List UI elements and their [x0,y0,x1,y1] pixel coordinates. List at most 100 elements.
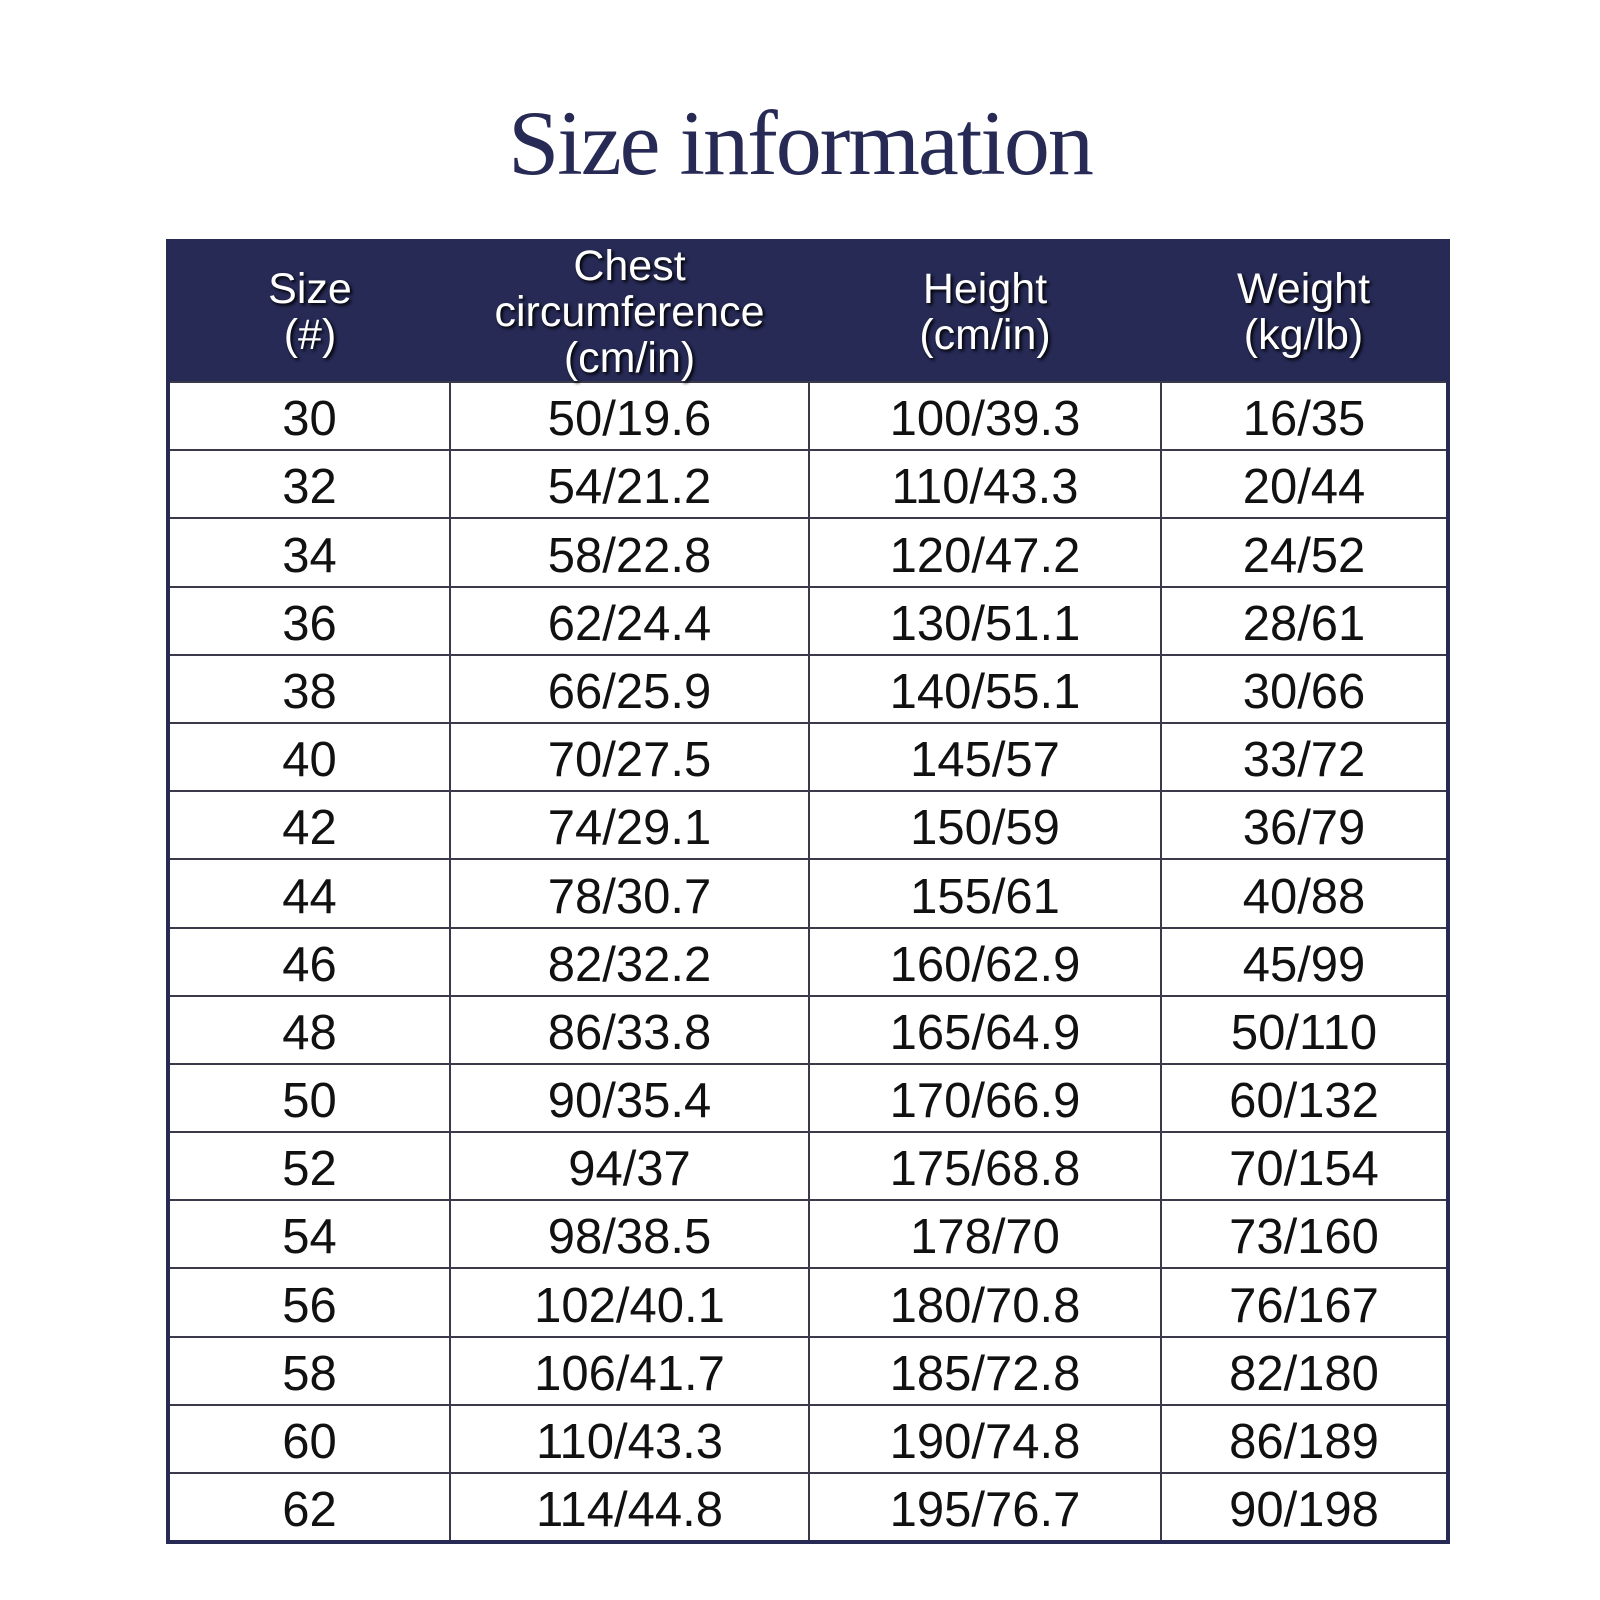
table-cell: 82/32.2 [449,926,810,997]
table-cell: 30/66 [1160,653,1449,724]
table-row: 36 62/24.4 130/51.1 28/61 [167,585,1449,656]
header-line: Size [268,265,352,313]
table-cell: 46 [167,926,451,997]
table-cell: 50 [167,1062,451,1134]
table-row: 62 114/44.8 195/76.7 90/198 [167,1471,1449,1544]
table-cell: 45/99 [1160,926,1449,997]
table-cell: 36 [167,585,451,656]
table-row: 52 94/37 175/68.8 70/154 [167,1131,1449,1202]
table-cell: 62 [167,1471,451,1544]
table-cell: 76/167 [1160,1267,1449,1338]
table-cell: 102/40.1 [449,1267,810,1338]
table-cell: 74/29.1 [449,790,810,861]
table-cell: 185/72.8 [808,1335,1162,1406]
table-row: 60 110/43.3 190/74.8 86/189 [167,1403,1449,1475]
table-cell: 170/66.9 [808,1062,1162,1134]
table-row: 44 78/30.7 155/61 40/88 [167,858,1449,929]
header-line: Weight [1236,265,1371,313]
header-line: Height [922,265,1048,313]
table-cell: 40 [167,721,451,793]
table-row: 34 58/22.8 120/47.2 24/52 [167,517,1449,588]
table-cell: 32 [167,449,451,520]
table-cell: 58/22.8 [449,517,810,588]
table-cell: 50/110 [1160,994,1449,1065]
table-cell: 100/39.3 [808,380,1162,452]
table-cell: 140/55.1 [808,653,1162,724]
table-cell: 66/25.9 [449,653,810,724]
table-cell: 120/47.2 [808,517,1162,588]
table-cell: 38 [167,653,451,724]
table-cell: 155/61 [808,858,1162,929]
table-cell: 110/43.3 [808,449,1162,520]
table-cell: 60 [167,1403,451,1475]
header-cell: Size (#) [168,241,450,382]
table-cell: 195/76.7 [808,1471,1162,1544]
table-cell: 50/19.6 [449,380,810,452]
header-line: (kg/lb) [1243,311,1364,359]
table-row: 42 74/29.1 150/59 36/79 [167,790,1449,861]
table-cell: 70/27.5 [449,721,810,793]
table-cell: 98/38.5 [449,1199,810,1270]
header-cell: Weight (kg/lb) [1161,241,1448,382]
table-cell: 52 [167,1131,451,1202]
header-line: Chest circumference [494,242,765,336]
table-cell: 90/35.4 [449,1062,810,1134]
table-row: 30 50/19.6 100/39.3 16/35 [167,380,1449,452]
table-cell: 78/30.7 [449,858,810,929]
table-cell: 70/154 [1160,1131,1449,1202]
header-line: (cm/in) [919,311,1051,359]
table-cell: 180/70.8 [808,1267,1162,1338]
table-cell: 34 [167,517,451,588]
table-row: 54 98/38.5 178/70 73/160 [167,1199,1449,1270]
table-cell: 130/51.1 [808,585,1162,656]
table-cell: 175/68.8 [808,1131,1162,1202]
table-cell: 114/44.8 [449,1471,810,1544]
table-row: 48 86/33.8 165/64.9 50/110 [167,994,1449,1065]
table-cell: 145/57 [808,721,1162,793]
header-cell: Chest circumference (cm/in) [450,241,809,382]
table-cell: 24/52 [1160,517,1449,588]
table-cell: 190/74.8 [808,1403,1162,1475]
table-cell: 94/37 [449,1131,810,1202]
table-cell: 150/59 [808,790,1162,861]
header-cell: Height (cm/in) [809,241,1161,382]
table-cell: 48 [167,994,451,1065]
table-row: 32 54/21.2 110/43.3 20/44 [167,449,1449,520]
table-cell: 56 [167,1267,451,1338]
table-cell: 28/61 [1160,585,1449,656]
table-cell: 33/72 [1160,721,1449,793]
table-cell: 54 [167,1199,451,1270]
table-cell: 86/33.8 [449,994,810,1065]
table-cell: 110/43.3 [449,1403,810,1475]
table-cell: 16/35 [1160,380,1449,452]
table-row: 46 82/32.2 160/62.9 45/99 [167,926,1449,997]
table-cell: 178/70 [808,1199,1162,1270]
table-cell: 160/62.9 [808,926,1162,997]
size-table: Size (#) Chest circumference (cm/in) Height(… [166,239,1450,1545]
table-row: 56 102/40.1 180/70.8 76/167 [167,1267,1449,1338]
table-row: 50 90/35.4 170/66.9 60/132 [167,1062,1449,1134]
table-cell: 40/88 [1160,858,1449,929]
table-row: 40 70/27.5 145/57 33/72 [167,721,1449,793]
table-row: 58 106/41.7 185/72.8 82/180 [167,1335,1449,1406]
table-cell: 42 [167,790,451,861]
table-row: 38 66/25.9 140/55.1 30/66 [167,653,1449,724]
table-cell: 82/180 [1160,1335,1449,1406]
table-cell: 165/64.9 [808,994,1162,1065]
title: Size information [508,92,1094,194]
header-line: (#) [283,311,337,359]
table-cell: 90/198 [1160,1471,1449,1544]
table-cell: 44 [167,858,451,929]
table-cell: 62/24.4 [449,585,810,656]
header-line: (cm/in) [563,334,696,382]
table-cell: 36/79 [1160,790,1449,861]
table-cell: 106/41.7 [449,1335,810,1406]
table-cell: 86/189 [1160,1403,1449,1475]
table-cell: 60/132 [1160,1062,1449,1134]
header-row: Size (#) Chest circumference (cm/in) Height(… [168,241,1448,382]
table-cell: 54/21.2 [449,449,810,520]
table-cell: 73/160 [1160,1199,1449,1270]
table-body: 30 50/19.6 100/39.3 16/35 32 54/21.2 110/43.3 2… [167,380,1449,1544]
table-cell: 20/44 [1160,449,1449,520]
